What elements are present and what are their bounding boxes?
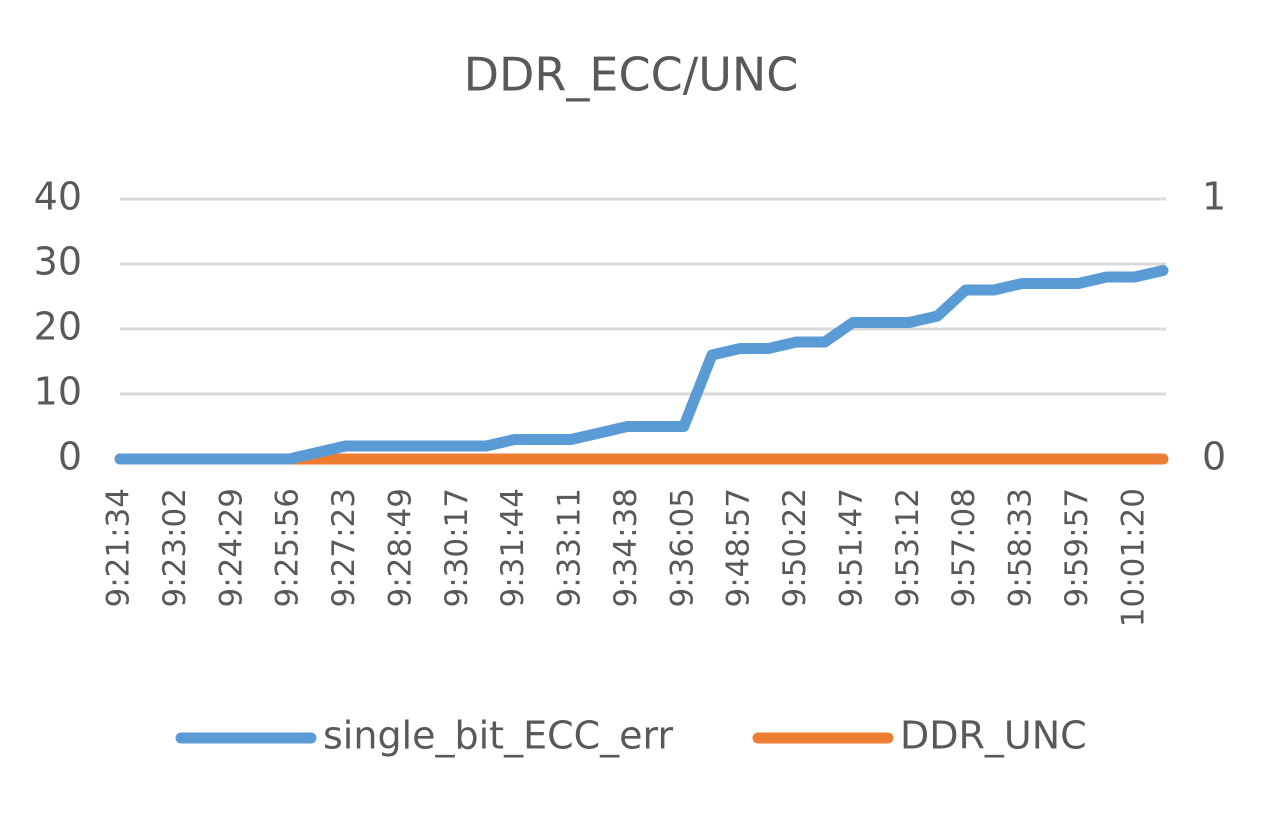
x-tick-label: 9:23:02	[157, 488, 193, 608]
y-tick-label: 20	[34, 305, 82, 349]
x-tick-label: 9:48:57	[721, 488, 757, 608]
x-tick-label: 9:53:12	[890, 488, 926, 608]
legend-label: DDR_UNC	[900, 714, 1087, 758]
x-tick-label: 9:36:05	[664, 488, 700, 608]
x-tick-label: 9:25:56	[270, 488, 306, 608]
x-tick-label: 10:01:20	[1115, 488, 1151, 627]
y2-tick-label: 1	[1202, 175, 1226, 219]
x-tick-label: 9:33:11	[552, 488, 588, 608]
y-tick-label: 10	[34, 370, 82, 414]
y-tick-label: 40	[34, 175, 82, 219]
legend-label: single_bit_ECC_err	[323, 714, 673, 758]
y-tick-label: 0	[58, 435, 82, 479]
x-tick-label: 9:28:49	[382, 488, 418, 608]
chart-title: DDR_ECC/UNC	[464, 48, 799, 102]
x-tick-label: 9:57:08	[946, 488, 982, 608]
series-line	[114, 265, 1169, 465]
x-tick-label: 9:34:38	[608, 488, 644, 608]
y-tick-label: 30	[34, 240, 82, 284]
x-tick-label: 9:24:29	[213, 488, 249, 608]
x-tick-label: 9:50:22	[777, 488, 813, 608]
y2-tick-label: 0	[1202, 435, 1226, 479]
x-tick-label: 9:58:33	[1003, 488, 1039, 608]
x-tick-label: 9:31:44	[495, 488, 531, 608]
x-tick-label: 9:30:17	[439, 488, 475, 608]
x-tick-label: 9:27:23	[326, 488, 362, 608]
x-tick-label: 9:51:47	[833, 488, 869, 608]
x-tick-label: 9:21:34	[101, 488, 137, 608]
x-tick-label: 9:59:57	[1059, 488, 1095, 608]
